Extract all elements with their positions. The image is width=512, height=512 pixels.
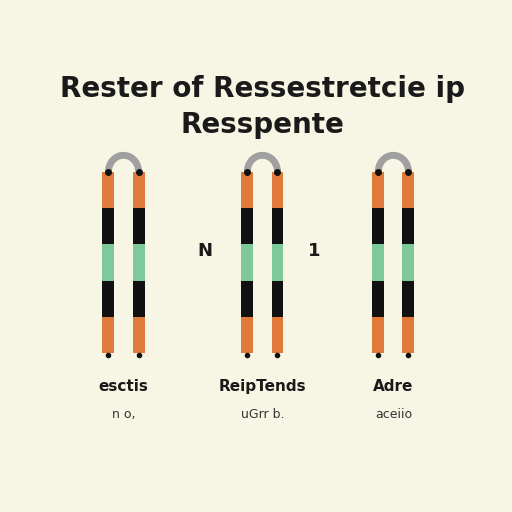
Bar [372, 172, 384, 208]
Bar [372, 281, 384, 317]
Text: Resspente: Resspente [180, 111, 345, 139]
Bar [402, 244, 414, 281]
Bar [102, 244, 114, 281]
Bar [133, 244, 144, 281]
Text: Adre: Adre [373, 379, 414, 394]
Bar [271, 281, 284, 317]
Bar [372, 317, 384, 353]
Text: ReipTends: ReipTends [219, 379, 306, 394]
Bar [402, 172, 414, 208]
Bar [133, 172, 144, 208]
Bar [241, 172, 253, 208]
Text: N: N [197, 242, 212, 260]
Bar [271, 317, 284, 353]
Bar [271, 244, 284, 281]
Bar [241, 208, 253, 244]
Bar [102, 208, 114, 244]
Text: aceiio: aceiio [375, 408, 412, 421]
Bar [102, 172, 114, 208]
Bar [133, 208, 144, 244]
Text: 1: 1 [308, 242, 320, 260]
Bar [402, 281, 414, 317]
Bar [372, 244, 384, 281]
Bar [271, 208, 284, 244]
Bar [402, 208, 414, 244]
Bar [133, 281, 144, 317]
Text: Rester of Ressestretcie ip: Rester of Ressestretcie ip [60, 75, 465, 103]
Bar [402, 317, 414, 353]
Bar [372, 208, 384, 244]
Bar [102, 317, 114, 353]
Bar [102, 281, 114, 317]
Bar [271, 172, 284, 208]
Text: n o,: n o, [112, 408, 135, 421]
Bar [133, 317, 144, 353]
Text: esctis: esctis [99, 379, 148, 394]
Bar [241, 281, 253, 317]
Text: uGrr b.: uGrr b. [241, 408, 284, 421]
Bar [241, 244, 253, 281]
Bar [241, 317, 253, 353]
